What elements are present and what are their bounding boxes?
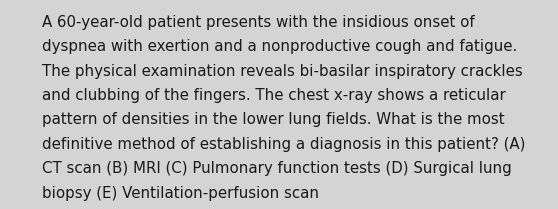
Text: and clubbing of the fingers. The chest x-ray shows a reticular: and clubbing of the fingers. The chest x… xyxy=(42,88,506,103)
Text: definitive method of establishing a diagnosis in this patient? (A): definitive method of establishing a diag… xyxy=(42,137,525,152)
Text: pattern of densities in the lower lung fields. What is the most: pattern of densities in the lower lung f… xyxy=(42,112,504,127)
Text: A 60-year-old patient presents with the insidious onset of: A 60-year-old patient presents with the … xyxy=(42,15,475,30)
Text: The physical examination reveals bi-basilar inspiratory crackles: The physical examination reveals bi-basi… xyxy=(42,64,523,79)
Text: CT scan (B) MRI (C) Pulmonary function tests (D) Surgical lung: CT scan (B) MRI (C) Pulmonary function t… xyxy=(42,161,512,176)
Text: dyspnea with exertion and a nonproductive cough and fatigue.: dyspnea with exertion and a nonproductiv… xyxy=(42,39,517,54)
Text: biopsy (E) Ventilation-perfusion scan: biopsy (E) Ventilation-perfusion scan xyxy=(42,186,319,201)
